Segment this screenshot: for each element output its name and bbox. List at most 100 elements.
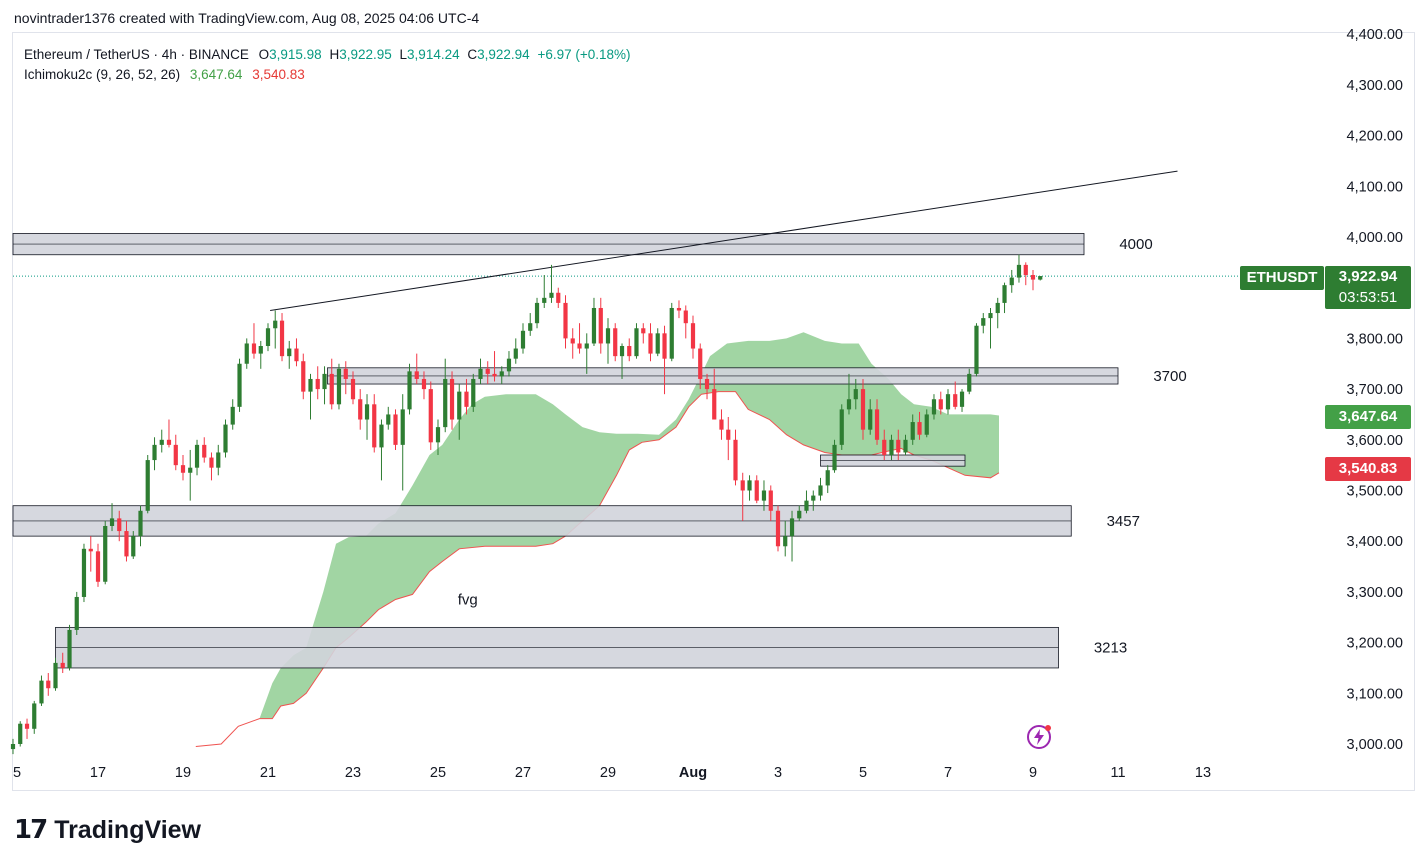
candle[interactable]: [513, 338, 518, 364]
candle[interactable]: [868, 399, 873, 435]
candle[interactable]: [237, 358, 242, 412]
candle[interactable]: [1009, 269, 1014, 293]
candle[interactable]: [698, 343, 703, 390]
candle[interactable]: [273, 310, 278, 349]
candle[interactable]: [591, 297, 597, 347]
candle[interactable]: [839, 404, 844, 450]
candle[interactable]: [924, 409, 929, 438]
candle[interactable]: [1038, 276, 1043, 281]
candle[interactable]: [336, 363, 342, 410]
candle[interactable]: [882, 429, 887, 461]
candle[interactable]: [393, 409, 398, 450]
candle[interactable]: [421, 371, 427, 400]
candle[interactable]: [768, 485, 773, 521]
candle[interactable]: [641, 323, 646, 344]
candle[interactable]: [520, 323, 526, 354]
candle[interactable]: [783, 520, 788, 557]
candle[interactable]: [676, 300, 682, 319]
candle[interactable]: [528, 313, 533, 336]
candle[interactable]: [988, 307, 993, 349]
candle[interactable]: [308, 373, 313, 420]
candle[interactable]: [74, 591, 79, 635]
candle[interactable]: [953, 381, 958, 410]
candle[interactable]: [152, 437, 157, 471]
candle[interactable]: [917, 411, 922, 440]
candle[interactable]: [556, 287, 561, 308]
candle[interactable]: [605, 318, 611, 364]
candle[interactable]: [478, 358, 483, 385]
candle[interactable]: [967, 368, 972, 395]
candle[interactable]: [471, 373, 476, 412]
candle[interactable]: [896, 429, 901, 461]
candle[interactable]: [386, 406, 391, 430]
candle[interactable]: [811, 490, 816, 511]
candle[interactable]: [209, 452, 214, 481]
candle[interactable]: [379, 419, 384, 481]
candle[interactable]: [428, 381, 433, 450]
candle[interactable]: [364, 394, 370, 440]
candle[interactable]: [655, 328, 660, 357]
candle[interactable]: [287, 340, 292, 369]
candle[interactable]: [1016, 254, 1022, 283]
candle[interactable]: [570, 328, 575, 359]
candle[interactable]: [265, 323, 271, 352]
candle[interactable]: [669, 302, 674, 362]
candle[interactable]: [216, 444, 221, 476]
candle[interactable]: [251, 323, 257, 359]
candle[interactable]: [534, 297, 540, 329]
candle[interactable]: [294, 338, 299, 367]
candle[interactable]: [138, 505, 143, 547]
candle[interactable]: [39, 675, 44, 706]
candle[interactable]: [188, 449, 193, 501]
candle[interactable]: [1030, 269, 1036, 291]
trendline[interactable]: [270, 170, 1178, 312]
candle[interactable]: [789, 510, 795, 562]
candle[interactable]: [10, 738, 16, 755]
candle[interactable]: [180, 455, 186, 481]
candle[interactable]: [103, 520, 108, 585]
legend-symbol[interactable]: Ethereum / TetherUS · 4h · BINANCE: [24, 47, 249, 62]
candle[interactable]: [832, 439, 837, 473]
candle[interactable]: [627, 338, 632, 362]
candle[interactable]: [244, 338, 249, 369]
candle[interactable]: [95, 543, 101, 587]
candle[interactable]: [995, 297, 1000, 329]
candle[interactable]: [775, 505, 781, 552]
candle[interactable]: [974, 323, 979, 377]
candle[interactable]: [818, 477, 823, 501]
candle[interactable]: [584, 333, 589, 374]
candle[interactable]: [88, 536, 93, 572]
candle[interactable]: [449, 371, 455, 430]
candle[interactable]: [959, 389, 965, 412]
annotation-fvg[interactable]: fvg: [458, 592, 478, 609]
candle[interactable]: [24, 718, 30, 739]
candle[interactable]: [598, 297, 603, 354]
candle[interactable]: [485, 361, 490, 385]
candle[interactable]: [634, 323, 639, 359]
candle[interactable]: [733, 429, 738, 486]
candle[interactable]: [223, 419, 228, 458]
candle[interactable]: [358, 389, 363, 430]
flash-icon[interactable]: [1025, 723, 1053, 751]
candle[interactable]: [301, 353, 306, 400]
candle[interactable]: [619, 343, 625, 379]
candle[interactable]: [542, 275, 547, 308]
candle[interactable]: [874, 399, 880, 445]
candle[interactable]: [903, 434, 908, 456]
candle[interactable]: [230, 399, 235, 430]
candle[interactable]: [131, 531, 136, 559]
candle[interactable]: [53, 657, 58, 691]
candle[interactable]: [1023, 262, 1028, 286]
candle[interactable]: [400, 394, 405, 491]
candle[interactable]: [613, 323, 618, 362]
candle[interactable]: [117, 510, 122, 542]
candle[interactable]: [407, 363, 412, 415]
candle[interactable]: [910, 414, 915, 445]
candle[interactable]: [372, 394, 377, 453]
candle[interactable]: [889, 434, 894, 461]
candle[interactable]: [18, 721, 23, 747]
candle[interactable]: [719, 409, 724, 440]
candle[interactable]: [797, 505, 802, 521]
candle[interactable]: [981, 313, 986, 334]
